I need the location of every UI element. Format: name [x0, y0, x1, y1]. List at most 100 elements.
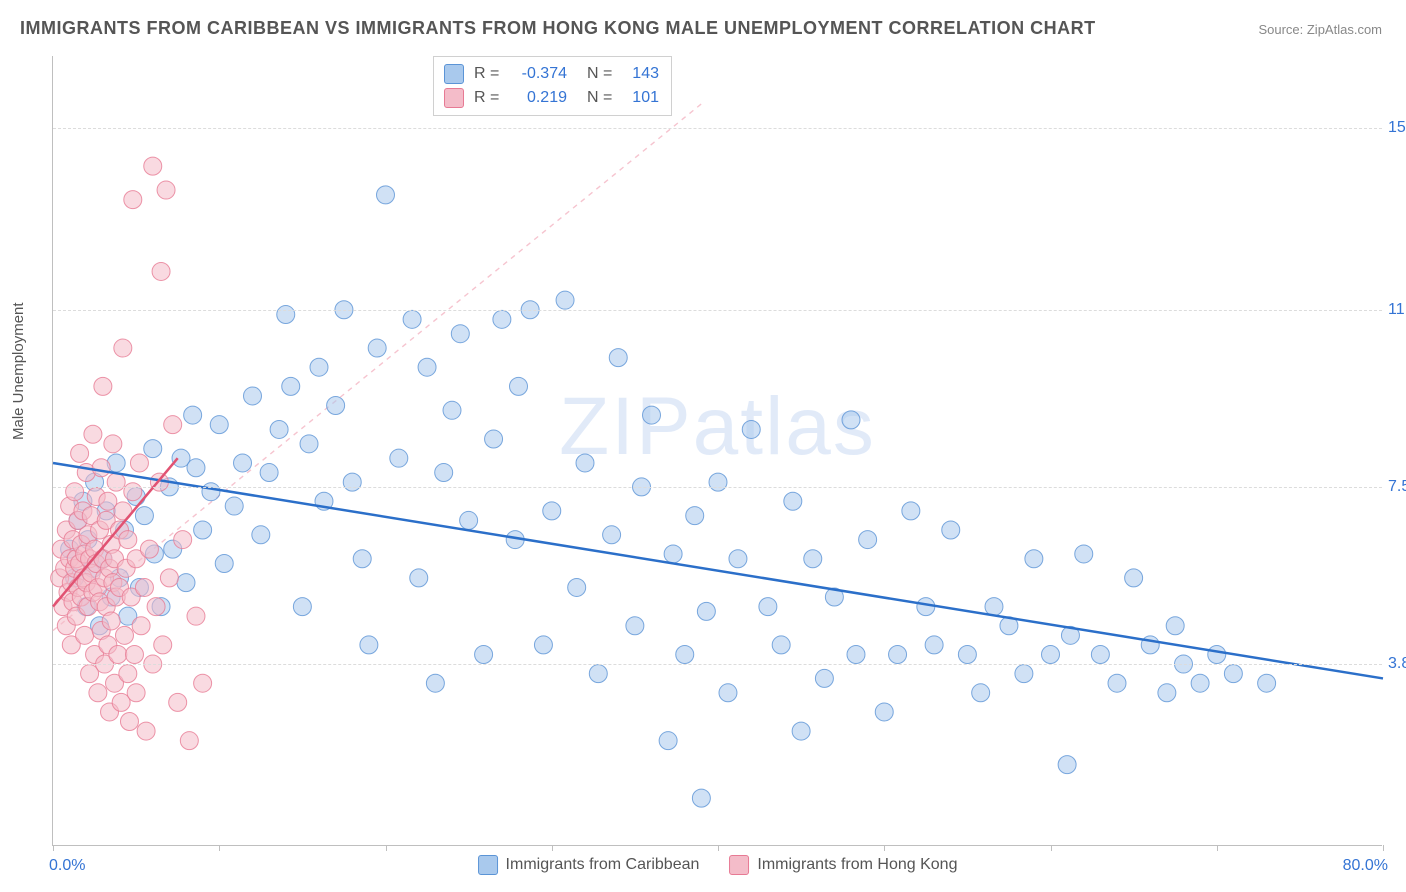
scatter-point [169, 693, 187, 711]
legend-r-value: -0.374 [512, 62, 567, 86]
scatter-point [643, 406, 661, 424]
scatter-point [300, 435, 318, 453]
x-tick-mark [1217, 845, 1218, 851]
legend-item: Immigrants from Hong Kong [729, 855, 957, 875]
scatter-point [435, 464, 453, 482]
scatter-point [157, 181, 175, 199]
y-tick-label: 11.2% [1388, 301, 1406, 319]
legend-swatch [729, 855, 749, 875]
scatter-point [692, 789, 710, 807]
scatter-point [985, 598, 1003, 616]
scatter-point [119, 665, 137, 683]
scatter-point [847, 645, 865, 663]
scatter-point [152, 262, 170, 280]
scatter-point [609, 349, 627, 367]
scatter-point [92, 459, 110, 477]
scatter-point [194, 674, 212, 692]
scatter-point [1108, 674, 1126, 692]
scatter-point [215, 555, 233, 573]
scatter-point [164, 416, 182, 434]
scatter-point [759, 598, 777, 616]
scatter-point [187, 607, 205, 625]
scatter-point [135, 578, 153, 596]
legend-swatch [478, 855, 498, 875]
scatter-point [1166, 617, 1184, 635]
legend-swatch [444, 88, 464, 108]
scatter-point [244, 387, 262, 405]
scatter-point [815, 669, 833, 687]
scatter-point [327, 397, 345, 415]
scatter-point [543, 502, 561, 520]
y-axis-label: Male Unemployment [10, 302, 27, 440]
scatter-point [194, 521, 212, 539]
y-tick-label: 7.5% [1388, 478, 1406, 496]
scatter-point [1208, 645, 1226, 663]
scatter-point [1075, 545, 1093, 563]
legend-r-label: R = [474, 86, 502, 110]
legend-r-value: 0.219 [512, 86, 567, 110]
scatter-point [124, 191, 142, 209]
scatter-point [1158, 684, 1176, 702]
scatter-point [124, 483, 142, 501]
x-tick-mark [1383, 845, 1384, 851]
scatter-point [343, 473, 361, 491]
scatter-point [576, 454, 594, 472]
scatter-point [859, 531, 877, 549]
scatter-point [114, 339, 132, 357]
scatter-point [210, 416, 228, 434]
series-legend: Immigrants from Caribbean Immigrants from… [478, 855, 958, 875]
scatter-point [184, 406, 202, 424]
x-axis-max-label: 80.0% [1343, 857, 1388, 875]
scatter-point [202, 483, 220, 501]
x-tick-mark [718, 845, 719, 851]
scatter-point [277, 306, 295, 324]
scatter-point [443, 401, 461, 419]
scatter-point [177, 574, 195, 592]
scatter-point [353, 550, 371, 568]
scatter-point [84, 425, 102, 443]
legend-n-label: N = [587, 62, 615, 86]
scatter-point [709, 473, 727, 491]
scatter-point [875, 703, 893, 721]
scatter-point [1025, 550, 1043, 568]
scatter-point [719, 684, 737, 702]
scatter-point [368, 339, 386, 357]
scatter-point [135, 507, 153, 525]
gridline [53, 310, 1382, 311]
scatter-point [403, 310, 421, 328]
chart-svg [53, 56, 1382, 845]
scatter-point [174, 531, 192, 549]
legend-row: R =0.219N =101 [444, 86, 659, 110]
x-tick-mark [884, 845, 885, 851]
scatter-point [842, 411, 860, 429]
scatter-point [109, 645, 127, 663]
scatter-point [71, 444, 89, 462]
scatter-point [568, 578, 586, 596]
scatter-point [147, 598, 165, 616]
scatter-point [140, 540, 158, 558]
scatter-point [282, 377, 300, 395]
scatter-point [377, 186, 395, 204]
scatter-point [125, 645, 143, 663]
scatter-point [225, 497, 243, 515]
scatter-point [390, 449, 408, 467]
scatter-point [187, 459, 205, 477]
scatter-point [804, 550, 822, 568]
scatter-point [1015, 665, 1033, 683]
scatter-point [1258, 674, 1276, 692]
scatter-point [676, 645, 694, 663]
scatter-point [659, 732, 677, 750]
scatter-point [160, 569, 178, 587]
gridline [53, 128, 1382, 129]
gridline [53, 664, 1382, 665]
legend-item: Immigrants from Caribbean [478, 855, 700, 875]
scatter-point [252, 526, 270, 544]
scatter-point [460, 511, 478, 529]
x-tick-mark [53, 845, 54, 851]
legend-n-value: 101 [625, 86, 659, 110]
scatter-point [772, 636, 790, 654]
scatter-point [664, 545, 682, 563]
scatter-point [89, 684, 107, 702]
scatter-point [603, 526, 621, 544]
scatter-point [418, 358, 436, 376]
